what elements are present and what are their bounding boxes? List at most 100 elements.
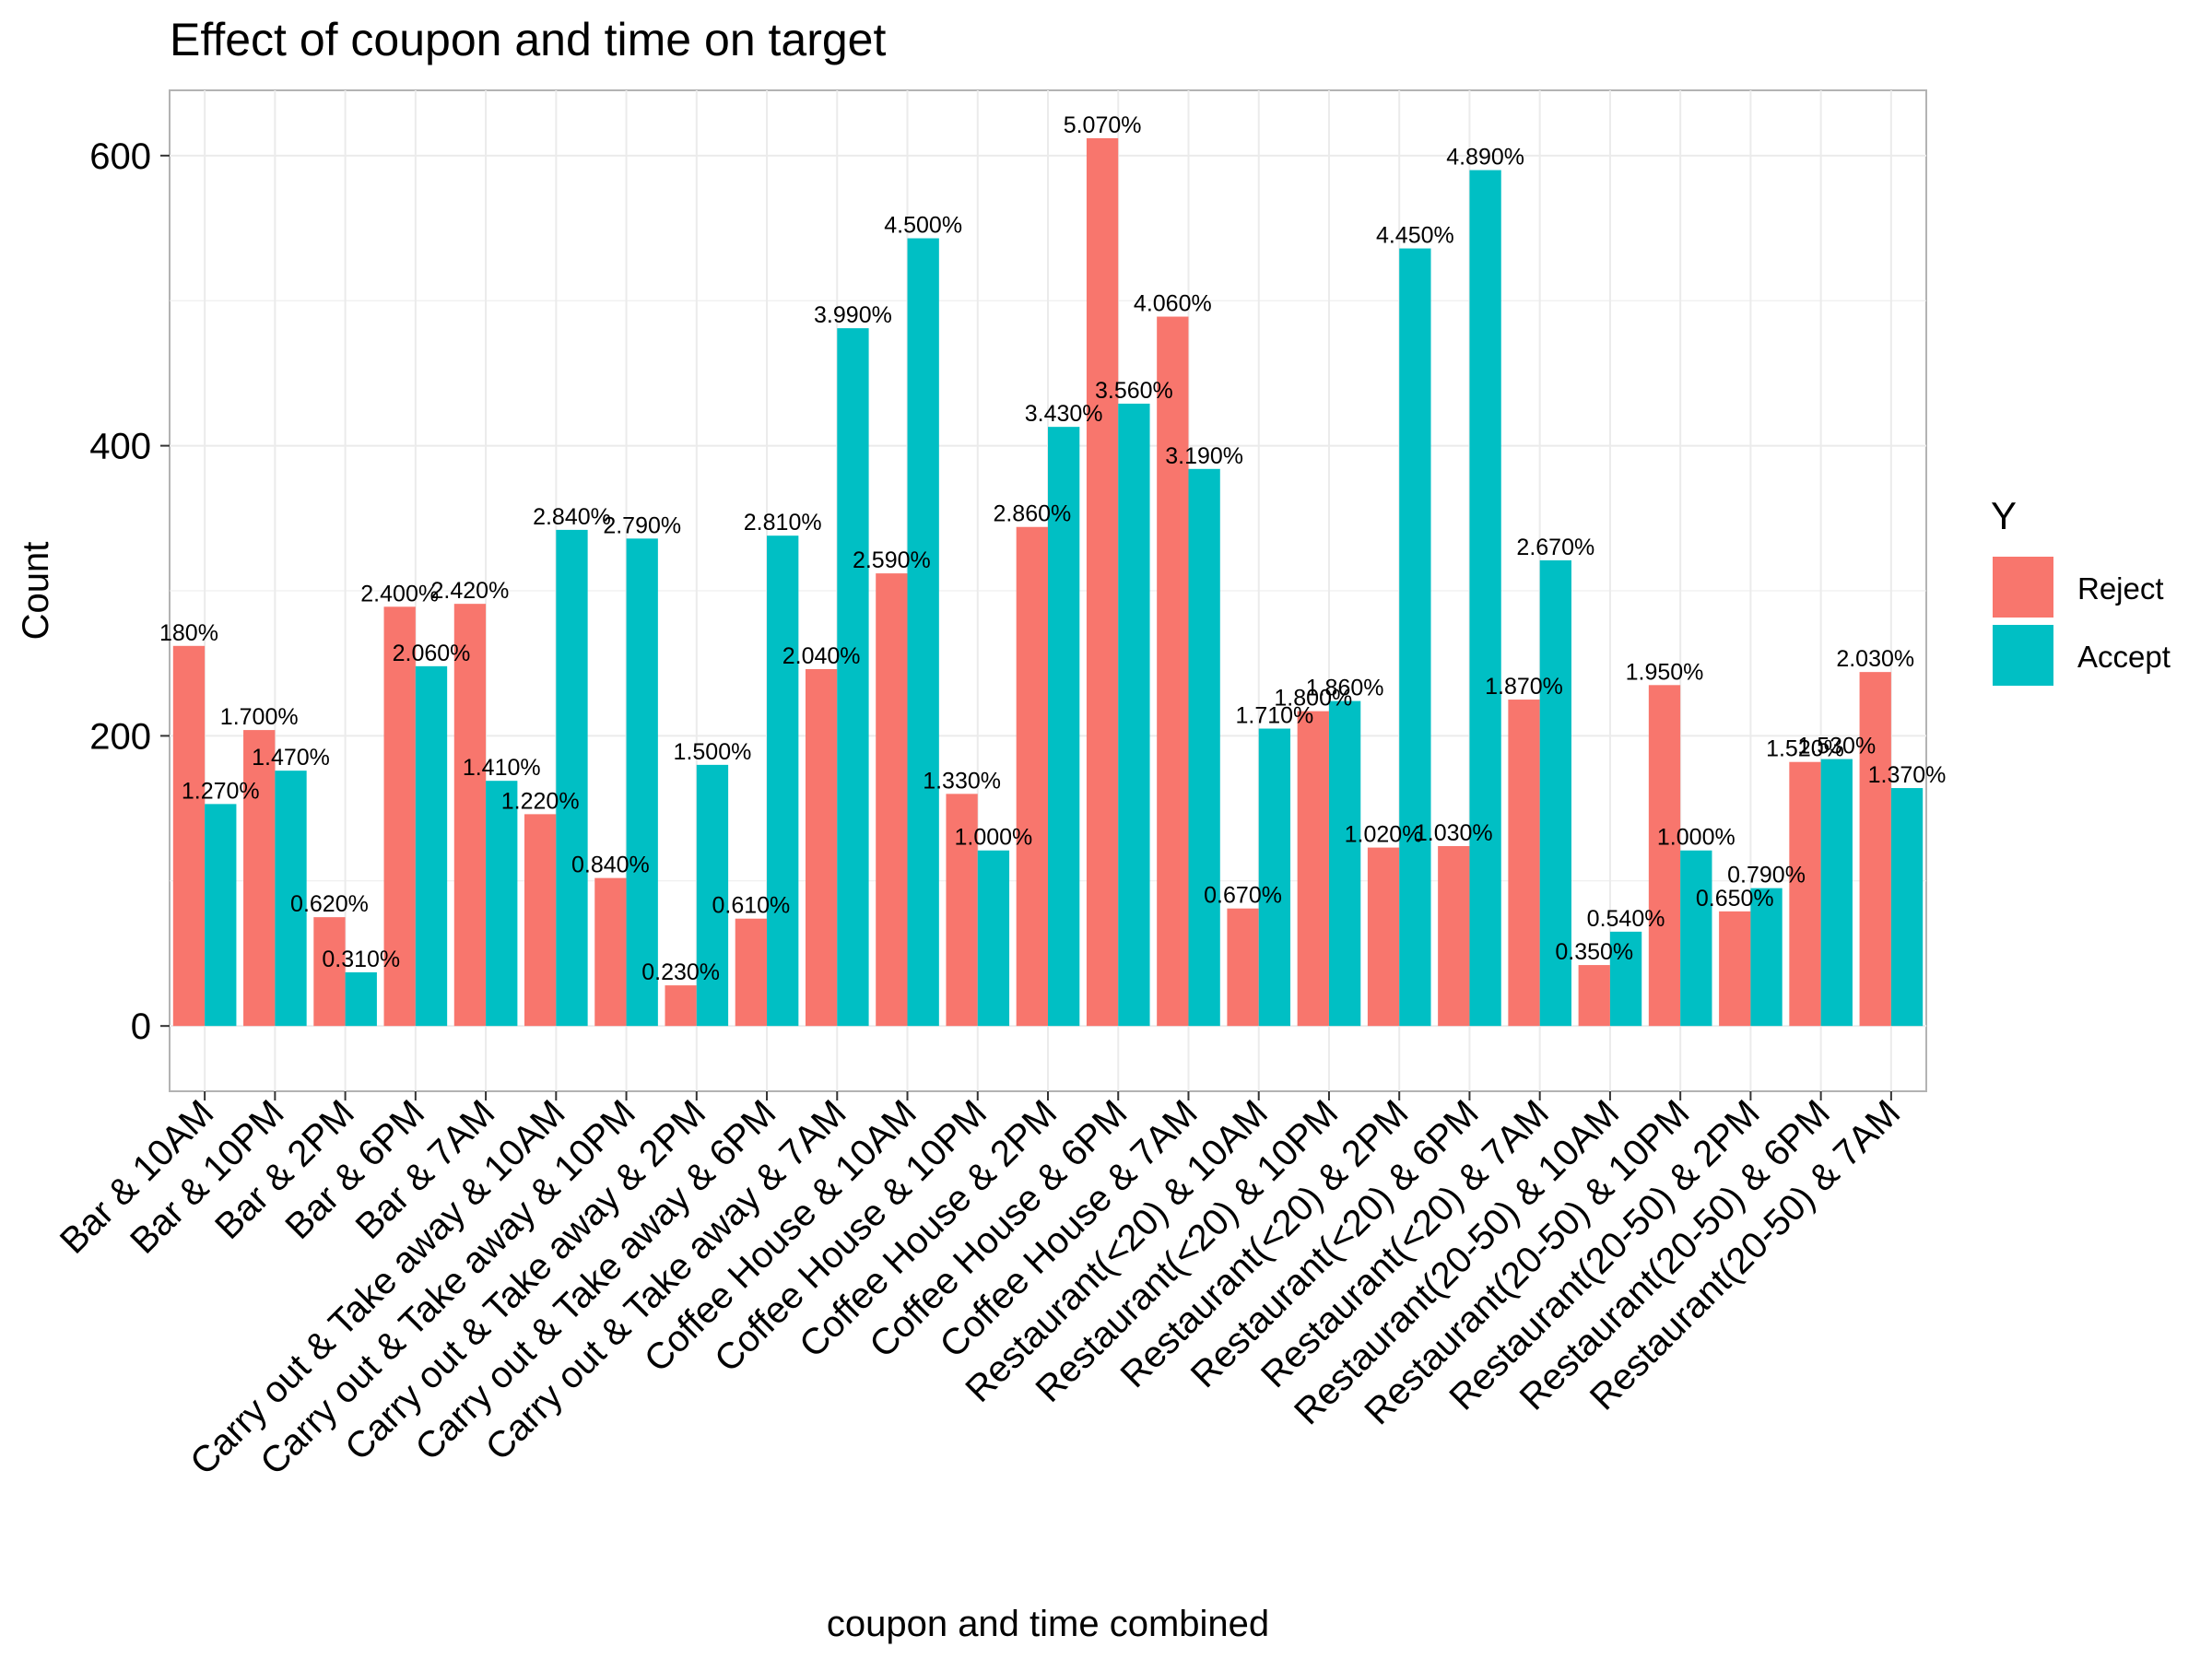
bar-accept (1750, 888, 1783, 1027)
bar-label-reject: 1.800% (1274, 686, 1352, 712)
bar-reject (1157, 316, 1189, 1027)
bar-accept (345, 971, 377, 1027)
bar-accept (1399, 248, 1431, 1027)
bar-reject (1578, 965, 1610, 1027)
bar-label-reject: 1.220% (501, 788, 580, 814)
bar-label-reject: 1.950% (1626, 659, 1704, 685)
bar-label-accept: 4.890% (1446, 145, 1524, 171)
bars (172, 137, 1924, 1027)
y-axis: 0 200 400 600 (89, 136, 170, 1047)
bar-label-accept: 0.790% (1727, 863, 1806, 888)
bar-label-accept: 3.990% (814, 302, 892, 328)
legend: Y Reject Accept (1991, 494, 2171, 686)
bar-reject (453, 604, 487, 1027)
bar-label-accept: 2.790% (603, 512, 681, 538)
y-tick-label: 200 (89, 716, 151, 757)
bar-accept (977, 850, 1010, 1027)
bar-reject (1438, 846, 1470, 1027)
bar-reject (665, 985, 697, 1027)
bar-reject (1859, 672, 1891, 1027)
bar-label-accept: 1.860% (1306, 676, 1384, 701)
bar-label-accept: 1.270% (182, 778, 260, 804)
bar-label-accept: 4.450% (1376, 223, 1454, 249)
bar-reject (805, 668, 838, 1027)
legend-label-accept: Accept (2077, 640, 2171, 674)
bar-reject (1016, 526, 1048, 1027)
bar-label-reject: 0.620% (290, 891, 369, 917)
bar-label-accept: 3.560% (1095, 378, 1173, 404)
bar-label-reject: 1.870% (1485, 674, 1563, 700)
bar-label-accept: 2.840% (533, 504, 611, 530)
bar-label-reject: 0.610% (712, 893, 790, 919)
bar-accept (556, 529, 588, 1027)
bar-reject (1789, 761, 1821, 1027)
bar-label-accept: 0.310% (322, 947, 400, 972)
bar-reject (946, 794, 978, 1027)
bar-accept (1258, 728, 1291, 1027)
bar-accept (1118, 403, 1150, 1027)
bar-label-reject: 1.700% (220, 704, 299, 730)
bar-reject (735, 918, 768, 1027)
bar-reject (594, 877, 627, 1027)
bar-reject (876, 573, 908, 1027)
bar-label-accept: 1.500% (674, 739, 752, 765)
bar-label-accept: 1.370% (1868, 762, 1947, 788)
bar-label-reject: 5.070% (1064, 112, 1142, 138)
bar-label-reject: 1.030% (1415, 820, 1493, 846)
bar-accept (1328, 700, 1361, 1027)
bar-accept (1890, 788, 1924, 1027)
legend-title: Y (1991, 494, 2017, 537)
bar-label-accept: 2.810% (744, 510, 822, 535)
bar-label-accept: 1.000% (1657, 825, 1735, 851)
bar-label-reject: 2.590% (853, 547, 931, 573)
bar-label-accept: 1.470% (252, 745, 330, 771)
bar-label-accept: 1.000% (955, 825, 1033, 851)
bar-label-accept: 1.530% (1797, 734, 1876, 759)
bar-reject (243, 730, 276, 1027)
bar-label-accept: 0.540% (1587, 906, 1665, 932)
bar-label-reject: 180% (159, 620, 218, 646)
bar-label-accept: 1.710% (1235, 703, 1313, 729)
bar-label-accept: 2.060% (393, 641, 471, 666)
bar-label-accept: 4.500% (884, 213, 962, 239)
bar-label-reject: 2.400% (360, 581, 439, 606)
bar-label-reject: 0.840% (571, 853, 650, 878)
bar-label-reject: 2.860% (993, 501, 1071, 527)
legend-key-reject (1993, 557, 2053, 618)
bar-label-reject: 0.350% (1555, 939, 1633, 965)
bar-accept (1188, 468, 1220, 1027)
y-tick-label: 400 (89, 427, 151, 467)
legend-key-accept (1993, 625, 2053, 686)
y-tick-label: 600 (89, 136, 151, 177)
bar-label-accept: 1.410% (463, 755, 541, 781)
bar-accept (1048, 427, 1080, 1027)
bar-accept (275, 771, 307, 1027)
bar-label-reject: 4.060% (1134, 291, 1212, 317)
bar-label-reject: 1.020% (1345, 822, 1423, 848)
bar-reject (172, 645, 206, 1027)
bar-reject (1367, 847, 1400, 1027)
bar-label-reject: 1.330% (923, 768, 1001, 794)
bar-reject (1297, 711, 1329, 1027)
bar-label-reject: 2.420% (431, 578, 510, 604)
bar-label-reject: 0.650% (1696, 886, 1774, 912)
bar-labels: 180% 1.700% 0.620% 2.400%2.420% 1.220% 0.840%… (159, 112, 1946, 985)
y-axis-title: Count (16, 542, 56, 641)
bar-accept (1680, 850, 1712, 1027)
bar-label-accept: 3.190% (1165, 443, 1243, 469)
bar-accept (1820, 759, 1853, 1027)
y-tick-label: 0 (131, 1006, 151, 1047)
bar-reject (383, 606, 416, 1027)
legend-label-reject: Reject (2077, 571, 2164, 606)
bar-accept (767, 535, 799, 1027)
bar-reject (524, 814, 557, 1027)
bar-label-accept: 3.430% (1025, 401, 1103, 427)
bar-accept (907, 238, 939, 1027)
bar-label-accept: 2.670% (1516, 535, 1594, 560)
bar-reject (1648, 685, 1681, 1027)
bar-reject (1227, 908, 1259, 1027)
bar-accept (837, 328, 869, 1027)
